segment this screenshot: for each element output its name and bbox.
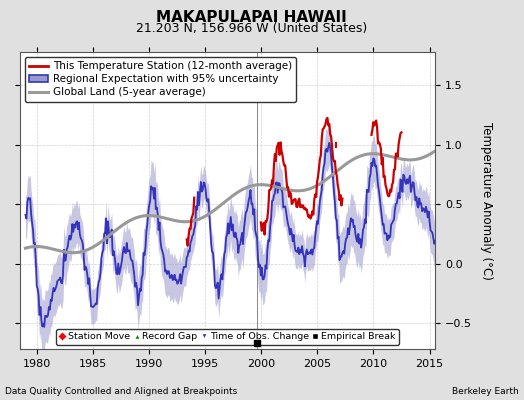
Legend: Station Move, Record Gap, Time of Obs. Change, Empirical Break: Station Move, Record Gap, Time of Obs. C… [56, 329, 399, 344]
Text: Berkeley Earth: Berkeley Earth [452, 387, 519, 396]
Text: Data Quality Controlled and Aligned at Breakpoints: Data Quality Controlled and Aligned at B… [5, 387, 237, 396]
Text: 21.203 N, 156.966 W (United States): 21.203 N, 156.966 W (United States) [136, 22, 367, 35]
Text: MAKAPULAPAI HAWAII: MAKAPULAPAI HAWAII [156, 10, 347, 25]
Y-axis label: Temperature Anomaly (°C): Temperature Anomaly (°C) [481, 122, 493, 280]
